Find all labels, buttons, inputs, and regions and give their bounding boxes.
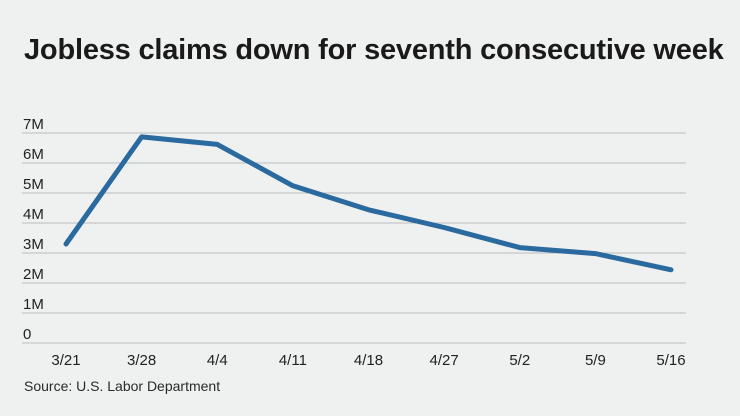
y-tick-label: 0 (23, 326, 31, 343)
y-tick-label: 4M (23, 206, 44, 223)
x-tick-label: 4/18 (354, 352, 383, 369)
x-tick-label: 3/28 (127, 352, 156, 369)
y-tick-label: 3M (23, 236, 44, 253)
x-tick-label: 5/16 (656, 352, 685, 369)
y-tick-label: 5M (23, 176, 44, 193)
x-tick-label: 4/27 (430, 352, 459, 369)
y-tick-label: 2M (23, 266, 44, 283)
x-tick-label: 5/9 (585, 352, 606, 369)
x-tick-label: 4/11 (279, 352, 307, 369)
x-tick-label: 4/4 (207, 352, 228, 369)
x-axis-labels: 3/21 3/28 4/4 4/11 4/18 4/27 5/2 5/9 5/16 (51, 352, 685, 369)
grid-lines (22, 132, 686, 344)
x-tick-label: 3/21 (51, 352, 80, 369)
y-tick-label: 7M (23, 116, 44, 133)
source-note: Source: U.S. Labor Department (24, 378, 221, 394)
chart-title: Jobless claims down for seventh consecut… (24, 34, 724, 66)
x-tick-label: 5/2 (509, 352, 530, 369)
y-tick-label: 6M (23, 146, 44, 163)
series-line (63, 134, 674, 273)
y-tick-label: 1M (23, 296, 44, 313)
y-axis-labels: 0 1M 2M 3M 4M 5M 6M 7M (23, 116, 44, 343)
